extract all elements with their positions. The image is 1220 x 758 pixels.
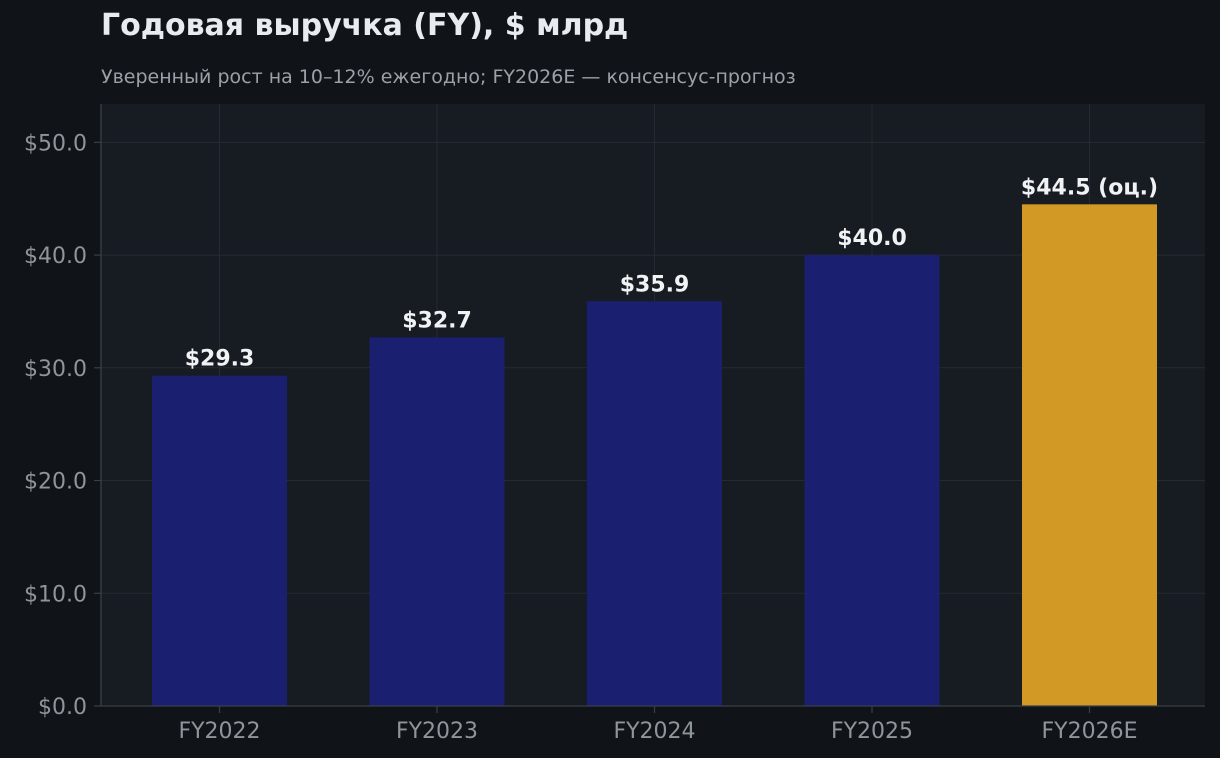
chart-title: Годовая выручка (FY), $ млрд xyxy=(101,8,629,43)
bar-fy2024 xyxy=(587,301,722,706)
bar-fy2022 xyxy=(152,375,287,706)
axes: $0.0 $10.0 $20.0 $30.0 $40.0 $50.0 FY2022 FY202… xyxy=(24,104,1205,744)
bar-fy2023 xyxy=(369,337,505,706)
data-labels: $29.3 $32.7 $35.9 $40.0 $44.5 (оц.) xyxy=(185,175,1158,371)
data-label: $40.0 xyxy=(837,226,907,251)
x-tick-label: FY2025 xyxy=(831,719,913,744)
y-tick-label: $10.0 xyxy=(24,582,87,607)
bars xyxy=(152,204,1157,707)
data-label: $44.5 (оц.) xyxy=(1021,175,1158,200)
x-tick-label: FY2026E xyxy=(1042,719,1138,744)
data-label: $35.9 xyxy=(620,272,690,297)
y-tick-label: $0.0 xyxy=(38,695,87,720)
x-tick-label: FY2024 xyxy=(613,719,695,744)
x-tick-label: FY2023 xyxy=(396,719,478,744)
bar-fy2025 xyxy=(804,255,940,707)
y-tick-label: $40.0 xyxy=(24,244,87,269)
x-tick-label: FY2022 xyxy=(178,719,260,744)
y-tick-label: $30.0 xyxy=(24,357,87,382)
y-tick-label: $20.0 xyxy=(24,470,87,495)
chart-subtitle: Уверенный рост на 10–12% ежегодно; FY202… xyxy=(101,66,796,88)
y-tick-label: $50.0 xyxy=(24,131,87,156)
data-label: $32.7 xyxy=(402,308,472,333)
data-label: $29.3 xyxy=(185,347,255,372)
bar-fy2026e xyxy=(1022,204,1157,707)
